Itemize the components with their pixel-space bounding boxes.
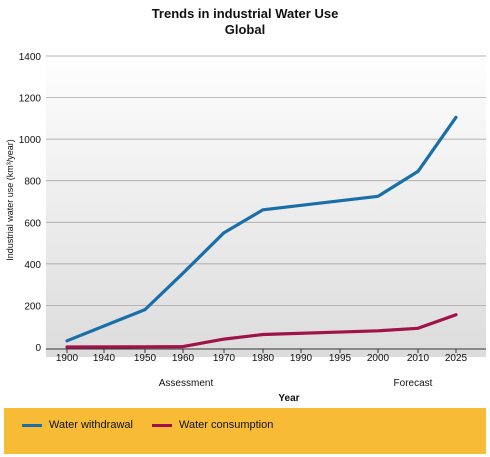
y-tick-label: 200 [24, 301, 41, 312]
x-tick-label: 1950 [134, 353, 157, 364]
x-tick-label: 1995 [329, 353, 352, 364]
legend-item-consumption: Water consumption [152, 419, 273, 431]
chart-title: Trends in industrial Water Use [151, 6, 339, 21]
y-tick-label: 0 [35, 343, 41, 354]
axis-labels: Industrial water use (km³/year) Year Ass… [5, 139, 433, 404]
chart-subtitle: Global [224, 22, 266, 37]
x-tick-label: 1980 [252, 353, 275, 364]
legend-swatch-withdrawal [22, 423, 42, 427]
x-tick-label: 1990 [290, 353, 313, 364]
x-tick-label: 2010 [407, 353, 430, 364]
x-tick-label: 1960 [172, 353, 195, 364]
y-tick-label: 1200 [19, 94, 42, 105]
x-axis-title: Year [278, 393, 299, 404]
series-line-withdrawal [65, 115, 458, 343]
axes: 0 200 400 600 800 1000 1200 1400 1900 1940 1950 196… [19, 52, 486, 364]
x-group-label-forecast: Forecast [394, 378, 433, 389]
x-tick-label: 1940 [93, 353, 116, 364]
legend-swatch-consumption [152, 423, 172, 427]
series-line-consumption [65, 313, 458, 349]
x-tick-label: 1900 [56, 353, 79, 364]
gridlines [46, 55, 486, 306]
y-tick-label: 1400 [19, 52, 42, 63]
y-tick-label: 800 [24, 177, 41, 188]
x-tick-label: 2025 [445, 353, 468, 364]
legend-item-withdrawal: Water withdrawal [22, 419, 133, 431]
y-tick-label: 1000 [19, 135, 42, 146]
legend-label-withdrawal: Water withdrawal [49, 419, 133, 431]
x-group-label-assessment: Assessment [159, 378, 214, 389]
y-tick-label: 400 [24, 260, 41, 271]
y-axis-title: Industrial water use (km³/year) [5, 139, 15, 261]
x-tick-label: 1970 [213, 353, 236, 364]
legend: Water withdrawal Water consumption [4, 408, 486, 454]
y-tick-label: 600 [24, 218, 41, 229]
series-lines [65, 115, 458, 349]
x-tick-label: 2000 [367, 353, 390, 364]
plot-area [46, 46, 486, 357]
legend-label-consumption: Water consumption [179, 419, 274, 431]
